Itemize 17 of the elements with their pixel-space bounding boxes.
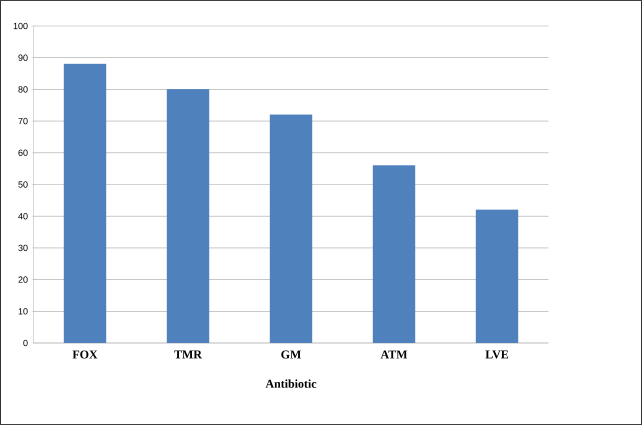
x-axis-title: Antibiotic	[266, 379, 316, 388]
x-tick-label: GM	[281, 350, 301, 359]
y-tick-label: 80	[18, 86, 28, 93]
y-tick-label: 40	[18, 213, 28, 220]
x-tick-label: ATM	[380, 350, 408, 358]
y-tick-label: 60	[18, 150, 28, 156]
x-tick-label: TMR	[174, 350, 202, 358]
y-tick-label: 30	[18, 244, 28, 252]
y-tick-label: 100	[14, 22, 28, 30]
y-tick-label: 50	[18, 181, 28, 188]
y-tick-label: 70	[18, 118, 28, 124]
y-tick-label: 90	[18, 54, 28, 61]
x-tick-label: LVE	[485, 350, 508, 359]
y-tick-label: 10	[18, 308, 28, 314]
y-tick-label: 0	[23, 340, 28, 346]
x-tick-label: FOX	[72, 350, 98, 359]
y-tick-label: 20	[18, 276, 28, 283]
